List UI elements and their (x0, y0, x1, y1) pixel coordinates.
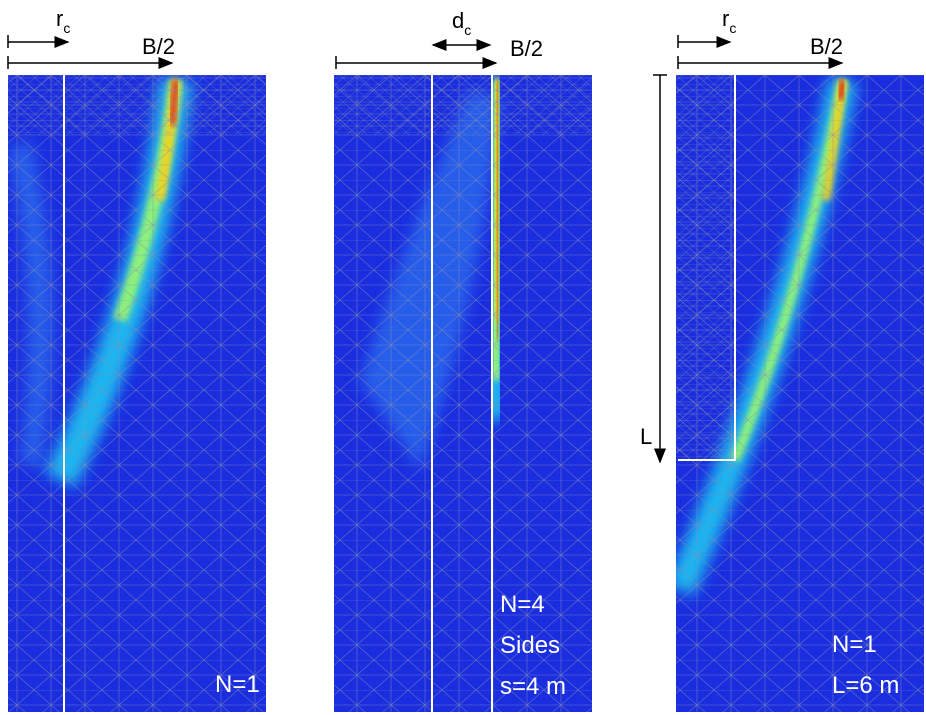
width-label: B/2 (810, 34, 843, 59)
annotation: Sides (500, 632, 560, 659)
offset-label: dc (452, 8, 471, 38)
width-label: B/2 (142, 34, 175, 59)
annotation: s=4 m (500, 673, 566, 700)
dimension (335, 39, 498, 69)
offset-label: rc (722, 6, 736, 36)
panel (8, 75, 266, 712)
offset-label: rc (56, 6, 70, 36)
annotation: N=1 (832, 631, 877, 658)
dimension (653, 35, 844, 464)
panel (676, 75, 924, 712)
width-label: B/2 (510, 36, 543, 61)
annotation: N=4 (500, 591, 545, 618)
length-label: L (640, 424, 652, 449)
dimension (7, 35, 174, 69)
panel (334, 75, 592, 712)
annotation: N=1 (215, 671, 260, 698)
annotation: L=6 m (832, 672, 899, 699)
